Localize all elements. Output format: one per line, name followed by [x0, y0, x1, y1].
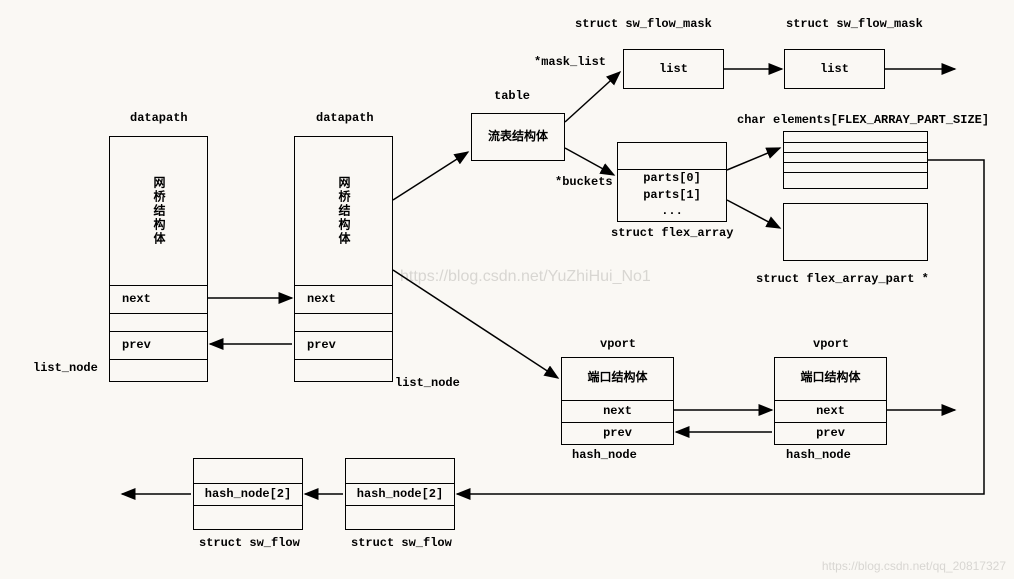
vport2-box: 端口结构体 next prev [774, 357, 887, 445]
mask-list-label: *mask_list [534, 55, 606, 69]
mask1-box: list [623, 49, 724, 89]
vport1-hashnode: hash_node [572, 448, 637, 462]
datapath2-next: next [295, 285, 392, 313]
flex-parts0: parts[0] [618, 169, 726, 187]
datapath1-next: next [110, 285, 207, 313]
mask2-box: list [784, 49, 885, 89]
datapath1-box: 网桥结构体 next prev [109, 136, 208, 382]
table-box: 流表结构体 [471, 113, 565, 161]
flex-part-box [783, 203, 928, 261]
buckets-label: *buckets [555, 175, 613, 189]
datapath1-prev: prev [110, 331, 207, 359]
datapath2-title: datapath [316, 111, 374, 125]
datapath1-listnode: list_node [33, 361, 98, 375]
table-body: 流表结构体 [488, 130, 548, 144]
table-title: table [494, 89, 530, 103]
vport2-prev: prev [775, 422, 886, 444]
swflow2-hash: hash_node[2] [346, 483, 454, 505]
flex-array-part-label: struct flex_array_part * [756, 272, 929, 286]
datapath2-body: 网桥结构体 [335, 176, 352, 246]
elements-box [783, 131, 928, 189]
swflow1-title: struct sw_flow [199, 536, 300, 550]
datapath1-body: 网桥结构体 [150, 176, 167, 246]
swflow2-title: struct sw_flow [351, 536, 452, 550]
vport1-title: vport [600, 337, 636, 351]
swflow2-box: hash_node[2] [345, 458, 455, 530]
swflow1-hash: hash_node[2] [194, 483, 302, 505]
mask2-list: list [820, 62, 849, 76]
datapath2-listnode: list_node [395, 376, 460, 390]
swflow1-box: hash_node[2] [193, 458, 303, 530]
watermark-center: https://blog.csdn.net/YuZhiHui_No1 [400, 268, 651, 286]
datapath2-prev: prev [295, 331, 392, 359]
watermark-corner: https://blog.csdn.net/qq_20817327 [822, 559, 1006, 573]
flex-array-title: struct flex_array [611, 226, 733, 240]
vport1-body: 端口结构体 [562, 358, 673, 400]
vport1-next: next [562, 400, 673, 422]
char-elements-label: char elements[FLEX_ARRAY_PART_SIZE] [737, 113, 989, 127]
vport2-hashnode: hash_node [786, 448, 851, 462]
vport1-prev: prev [562, 422, 673, 444]
flex-dots: ... [618, 205, 726, 221]
vport2-next: next [775, 400, 886, 422]
flex-parts1: parts[1] [618, 187, 726, 205]
datapath2-box: 网桥结构体 next prev [294, 136, 393, 382]
vport1-box: 端口结构体 next prev [561, 357, 674, 445]
flex-array-box: parts[0] parts[1] ... [617, 142, 727, 222]
mask1-title: struct sw_flow_mask [575, 17, 712, 31]
mask1-list: list [659, 62, 688, 76]
vport2-body: 端口结构体 [775, 358, 886, 400]
datapath1-title: datapath [130, 111, 188, 125]
mask2-title: struct sw_flow_mask [786, 17, 923, 31]
vport2-title: vport [813, 337, 849, 351]
